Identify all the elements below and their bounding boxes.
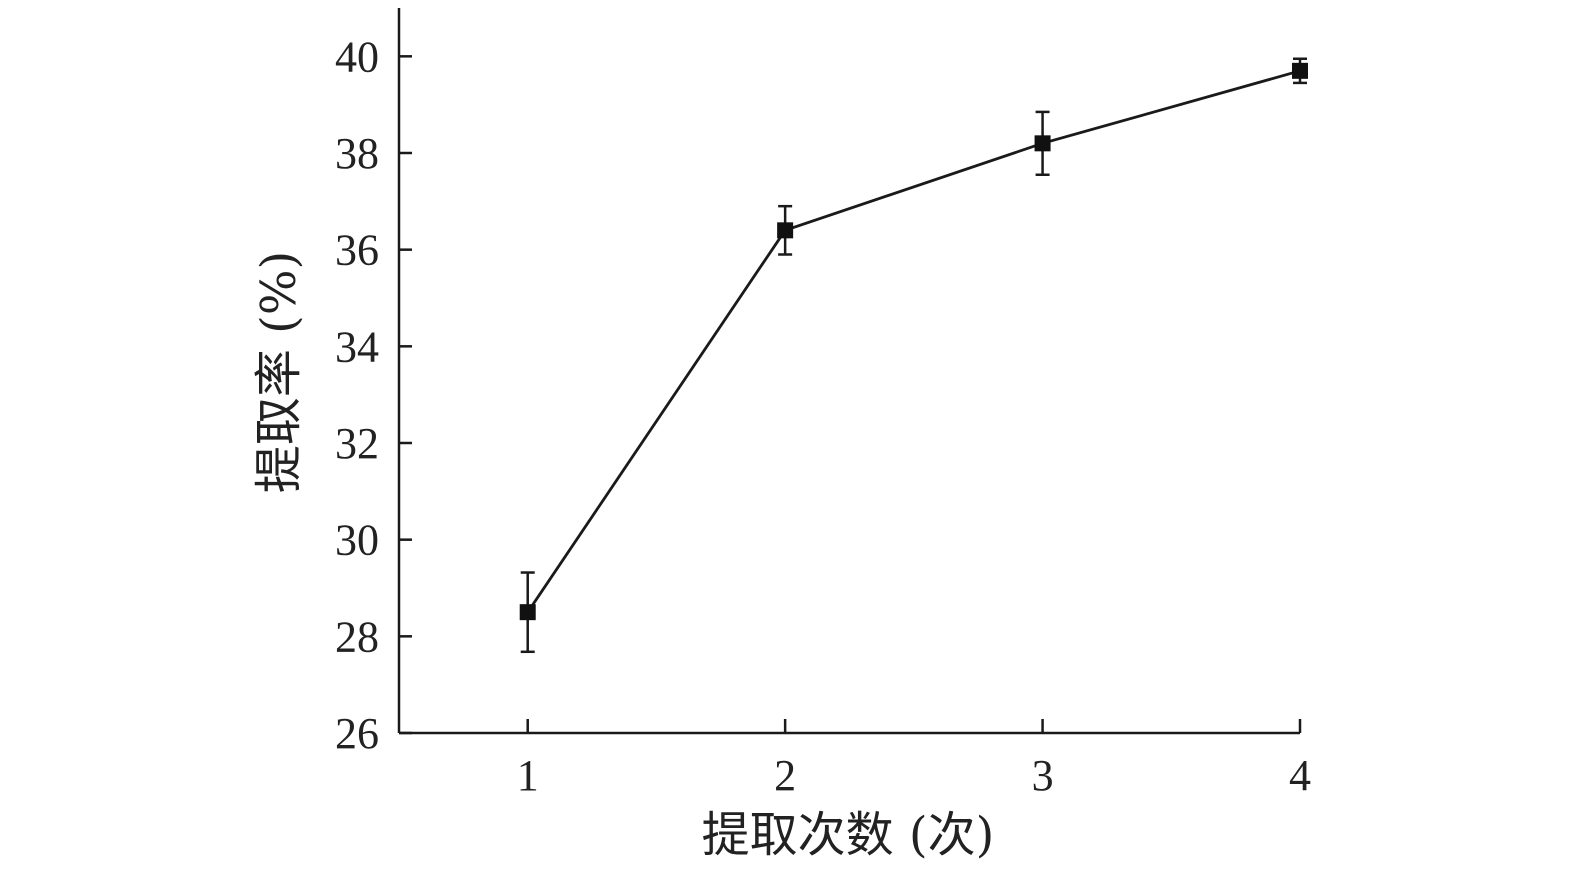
y-tick-label: 26 xyxy=(335,709,379,758)
series-line xyxy=(526,69,1301,613)
data-point xyxy=(777,222,794,239)
x-tick-label: 1 xyxy=(517,751,539,800)
x-tick-label: 2 xyxy=(774,751,796,800)
axes xyxy=(397,8,1300,735)
x-ticks: 1 2 3 4 xyxy=(517,719,1311,800)
y-tick-label: 40 xyxy=(335,32,379,81)
y-tick-label: 34 xyxy=(335,322,379,371)
data-point xyxy=(1034,135,1051,152)
y-tick-label: 32 xyxy=(335,419,379,468)
x-axis-title: 提取次数 (次) xyxy=(702,807,995,863)
y-tick-label: 30 xyxy=(335,516,379,565)
data-point xyxy=(1292,62,1308,79)
y-tick-label: 38 xyxy=(335,129,379,178)
x-tick-label: 4 xyxy=(1289,751,1311,800)
x-tick-label: 3 xyxy=(1032,751,1054,800)
y-tick-label: 36 xyxy=(335,226,379,275)
data-point xyxy=(519,604,536,621)
plot-area xyxy=(519,57,1308,654)
y-tick-label: 28 xyxy=(335,612,379,661)
y-ticks: 26 28 30 32 34 36 38 40 xyxy=(335,32,412,758)
y-axis-title: 提取率 (%) xyxy=(251,251,307,493)
